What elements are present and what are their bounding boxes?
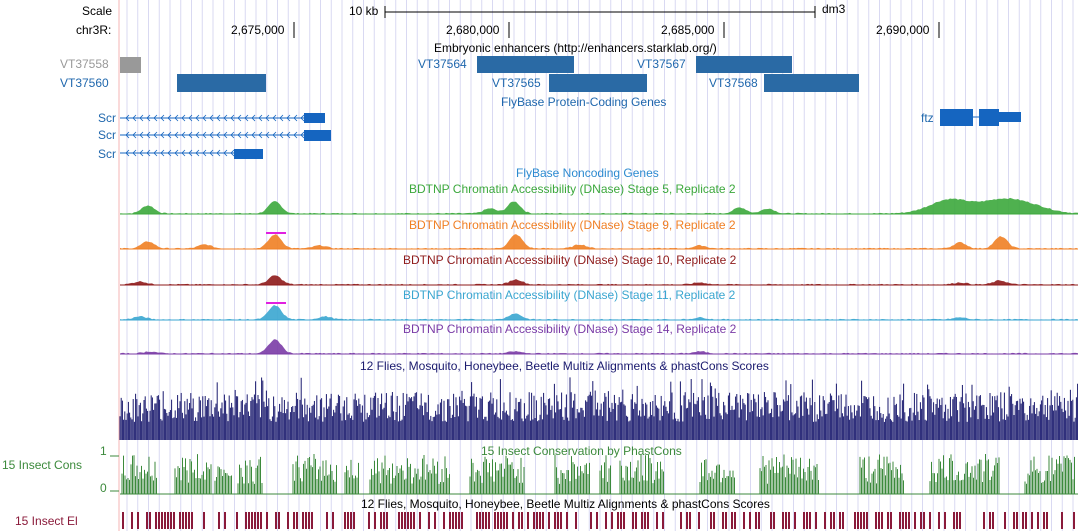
dnase-track-title: BDTNP Chromatin Accessibility (DNase) St… (403, 253, 737, 267)
dnase-track-title: BDTNP Chromatin Accessibility (DNase) St… (403, 288, 736, 302)
phastcons-axis-ticks (110, 455, 119, 492)
dnase-track-title: BDTNP Chromatin Accessibility (DNase) St… (409, 218, 736, 232)
enhancer-label[interactable]: VT37564 (418, 57, 467, 71)
gene-label[interactable]: Scr (98, 128, 116, 142)
elements-track-title: 12 Flies, Mosquito, Honeybee, Beetle Mul… (361, 497, 770, 511)
gene-label[interactable]: Scr (98, 147, 116, 161)
ftz-gene-model[interactable] (935, 106, 1025, 128)
enhancer-feature[interactable] (120, 57, 141, 73)
scale-bar-text: 10 kb (349, 4, 379, 18)
elements-side-label[interactable]: 15 Insect El (15, 514, 78, 528)
scale-bar (384, 6, 816, 18)
enhancer-feature[interactable] (696, 56, 792, 73)
assembly-label: dm3 (822, 2, 846, 16)
enhancers-track-title: Embryonic enhancers (http://enhancers.st… (434, 41, 717, 55)
chrom-label: chr3R: (76, 23, 112, 37)
enhancer-label[interactable]: VT37558 (60, 57, 109, 71)
enhancer-feature[interactable] (477, 56, 574, 73)
phastcons-min-label: 0 (100, 481, 107, 495)
enhancer-label[interactable]: VT37565 (492, 76, 541, 90)
enhancer-feature[interactable] (177, 74, 266, 92)
enhancer-feature[interactable] (549, 74, 647, 92)
position-label: 2,680,000 (446, 23, 500, 37)
enhancer-label[interactable]: VT37568 (709, 76, 758, 90)
position-label: 2,690,000 (876, 23, 930, 37)
protein-genes-track-title: FlyBase Protein-Coding Genes (501, 95, 667, 109)
dnase-track-title: BDTNP Chromatin Accessibility (DNase) St… (409, 182, 736, 196)
enhancer-label[interactable]: VT37567 (637, 57, 686, 71)
enhancer-feature[interactable] (764, 74, 859, 92)
ruler-ticks (293, 22, 940, 38)
scr-gene-models[interactable] (118, 108, 338, 164)
phastcons-max-label: 1 (100, 444, 107, 458)
noncoding-track-title: FlyBase Noncoding Genes (516, 166, 659, 180)
dnase-track-title: BDTNP Chromatin Accessibility (DNase) St… (403, 322, 737, 336)
gene-label[interactable]: Scr (98, 111, 116, 125)
enhancer-label[interactable]: VT37560 (60, 76, 109, 90)
scale-label: Scale (82, 4, 113, 18)
position-label: 2,675,000 (231, 23, 285, 37)
phastcons-track-title: 15 Insect Conservation by PhastCons (481, 444, 682, 458)
phastcons-side-label[interactable]: 15 Insect Cons (2, 458, 83, 472)
gene-label[interactable]: ftz (921, 111, 934, 125)
multiz-track-title: 12 Flies, Mosquito, Honeybee, Beetle Mul… (360, 359, 769, 373)
position-label: 2,685,000 (661, 23, 715, 37)
